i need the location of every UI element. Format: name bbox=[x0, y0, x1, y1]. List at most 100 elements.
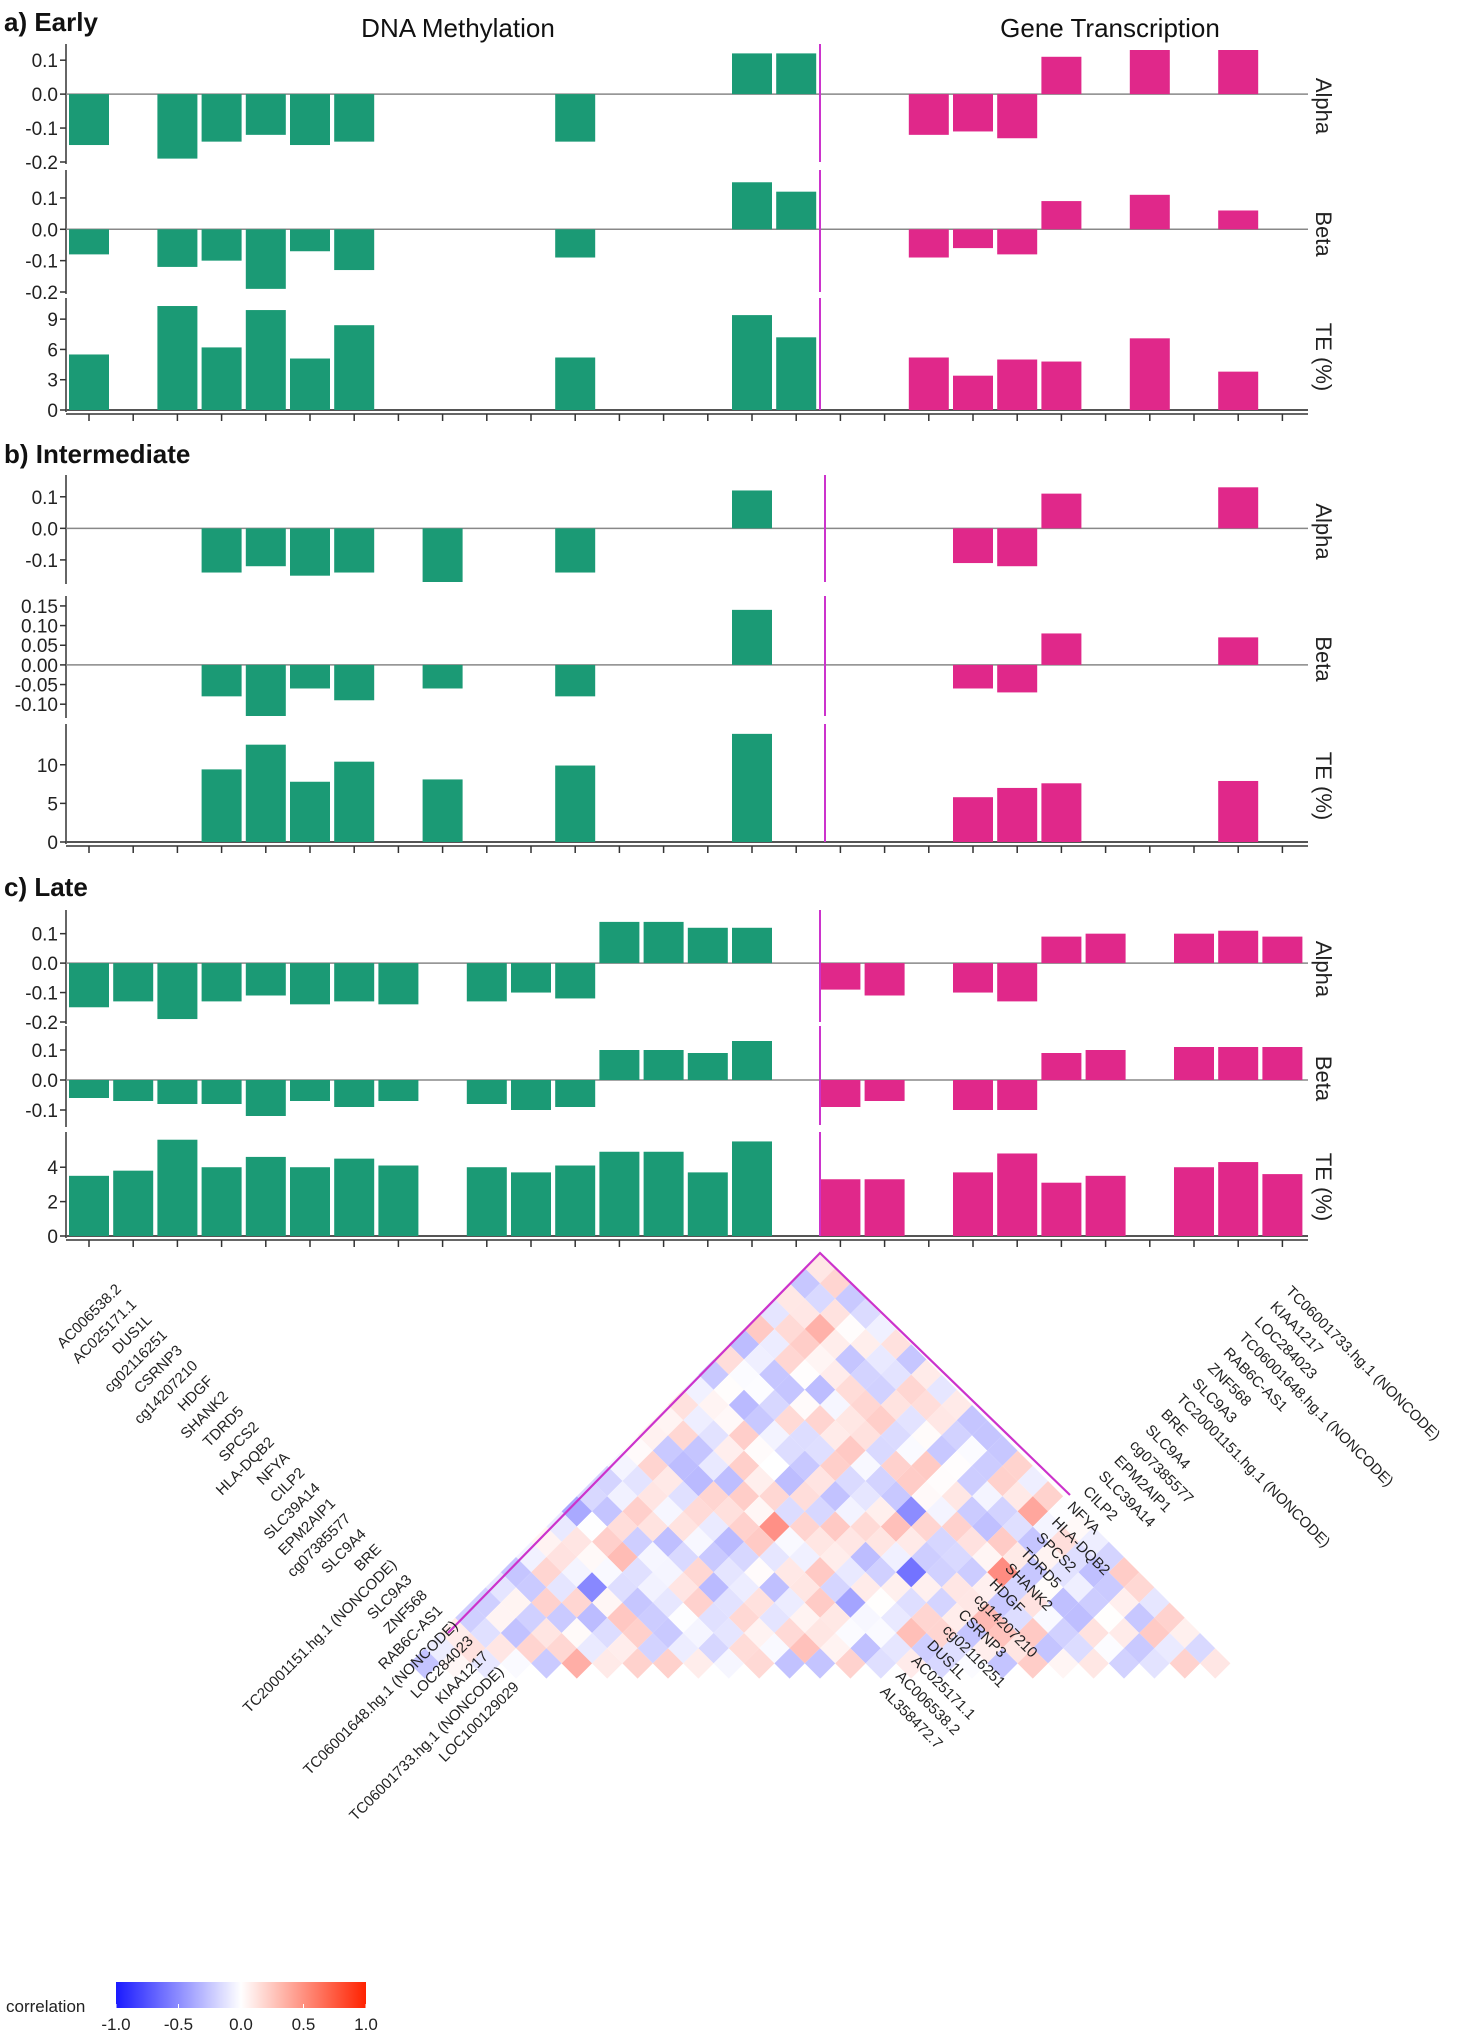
row-label: Beta bbox=[1311, 1056, 1336, 1102]
heatmap-cell bbox=[531, 1557, 562, 1588]
heatmap-cell bbox=[728, 1572, 760, 1603]
y-tick-label: -0.2 bbox=[25, 283, 58, 304]
bar-beta-22 bbox=[1041, 633, 1082, 665]
heatmap-cell bbox=[926, 1648, 957, 1679]
heatmap-cell bbox=[516, 1633, 547, 1664]
heatmap-cell bbox=[774, 1405, 805, 1436]
heatmap-cell bbox=[880, 1511, 912, 1542]
highlight-outline bbox=[447, 1251, 1071, 1634]
heatmap-cell bbox=[561, 1557, 592, 1588]
bar-alpha-20 bbox=[953, 94, 993, 132]
heatmap-cell bbox=[470, 1587, 501, 1618]
legend-tick-label: -1.0 bbox=[101, 2015, 130, 2034]
bar-te-23 bbox=[1085, 1175, 1126, 1236]
heatmap-cell bbox=[1002, 1481, 1033, 1512]
y-tick-label: 0 bbox=[47, 401, 58, 422]
bar-te-22 bbox=[1041, 361, 1082, 410]
heatmap-cell bbox=[637, 1602, 668, 1633]
heatmap-cell bbox=[850, 1359, 881, 1390]
heatmap-cell bbox=[683, 1648, 714, 1679]
y-tick-label: -0.10 bbox=[15, 695, 58, 716]
bar-te-6 bbox=[334, 1158, 375, 1236]
bar-beta-11 bbox=[555, 664, 596, 697]
bar-alpha-8 bbox=[422, 528, 463, 582]
heatmap-cell bbox=[926, 1587, 957, 1618]
heatmap-cell bbox=[1078, 1648, 1109, 1679]
bar-alpha-17 bbox=[820, 963, 861, 990]
heatmap-cell bbox=[880, 1481, 912, 1512]
heatmap-cell bbox=[683, 1587, 714, 1618]
heatmap-cell bbox=[820, 1602, 851, 1633]
heatmap-cell bbox=[789, 1633, 820, 1664]
heatmap-cell bbox=[987, 1648, 1018, 1679]
heatmap-cell bbox=[865, 1526, 896, 1557]
panel-3: 0.1 0.0 -0.1 -0.2 Alpha 0.1 0.0 -0.1 Beta 4 2 0 TE (… bbox=[25, 910, 1336, 1248]
bar-beta-5 bbox=[290, 229, 330, 252]
heatmap-cell bbox=[956, 1648, 988, 1679]
heatmap-cell bbox=[744, 1526, 775, 1557]
heatmap-cell bbox=[713, 1617, 744, 1649]
heatmap-cell bbox=[759, 1359, 790, 1390]
heatmap-cell bbox=[987, 1435, 1018, 1466]
heatmap-cell bbox=[865, 1648, 896, 1679]
bar-beta-6 bbox=[334, 1080, 375, 1107]
bar-alpha-2 bbox=[157, 94, 198, 159]
heatmap-cell bbox=[850, 1633, 881, 1664]
heatmap-cell bbox=[592, 1496, 623, 1527]
bar-alpha-18 bbox=[864, 963, 905, 996]
legend-tick-label: 0.5 bbox=[292, 2015, 316, 2034]
bar-te-4 bbox=[245, 1156, 286, 1236]
heatmap-cell bbox=[896, 1405, 927, 1436]
heatmap-cell bbox=[561, 1648, 592, 1679]
bar-alpha-20 bbox=[953, 963, 993, 993]
heatmap-cell bbox=[804, 1405, 836, 1436]
bar-alpha-26 bbox=[1218, 930, 1259, 964]
heatmap-cell bbox=[668, 1481, 699, 1512]
heatmap-cell bbox=[744, 1405, 775, 1436]
heatmap-cell bbox=[804, 1313, 836, 1345]
bar-alpha-21 bbox=[997, 94, 1038, 139]
bar-beta-4 bbox=[245, 1080, 286, 1116]
heatmap-cell bbox=[880, 1633, 912, 1664]
heatmap-cell bbox=[500, 1557, 532, 1588]
heatmap-cell bbox=[880, 1541, 912, 1573]
heatmap-cell bbox=[774, 1587, 805, 1618]
heatmap-cell bbox=[592, 1526, 623, 1557]
bar-alpha-22 bbox=[1041, 56, 1082, 95]
y-tick-label: -0.1 bbox=[25, 119, 58, 140]
heatmap-cell bbox=[804, 1617, 836, 1649]
heatmap-cell bbox=[896, 1648, 927, 1679]
heatmap-cell bbox=[820, 1450, 851, 1481]
heatmap-cell bbox=[637, 1541, 668, 1573]
bar-alpha-4 bbox=[245, 963, 286, 996]
heatmap-cell bbox=[804, 1435, 836, 1466]
bar-beta-10 bbox=[511, 1080, 551, 1110]
y-tick-label: 3 bbox=[47, 371, 58, 392]
heatmap-cell bbox=[516, 1602, 547, 1633]
y-tick-label: 10 bbox=[37, 756, 58, 777]
heatmap-cell bbox=[713, 1526, 744, 1557]
heatmap-cell bbox=[409, 1648, 440, 1679]
heatmap-cell bbox=[820, 1420, 851, 1451]
bar-alpha-21 bbox=[997, 963, 1038, 1002]
heatmap-cell bbox=[561, 1587, 592, 1618]
bar-te-24 bbox=[1129, 338, 1170, 410]
heatmap-cell bbox=[941, 1572, 972, 1603]
heatmap-cell bbox=[804, 1283, 836, 1314]
bar-beta-18 bbox=[864, 1080, 905, 1101]
heatmap-cell bbox=[850, 1481, 881, 1512]
bar-beta-11 bbox=[555, 229, 596, 258]
bar-beta-20 bbox=[953, 1080, 993, 1110]
heatmap-cell bbox=[835, 1587, 866, 1618]
heatmap-cell bbox=[789, 1511, 820, 1542]
y-tick-label: 0.1 bbox=[32, 51, 58, 72]
heatmap-cell bbox=[576, 1633, 608, 1664]
heatmap-cell bbox=[1078, 1587, 1109, 1618]
bar-beta-21 bbox=[997, 664, 1038, 693]
bar-te-7 bbox=[378, 1165, 419, 1236]
bar-beta-6 bbox=[334, 664, 375, 701]
heatmap-cell bbox=[804, 1557, 836, 1588]
heatmap-cell bbox=[865, 1496, 896, 1527]
heatmap-cell bbox=[561, 1526, 592, 1557]
